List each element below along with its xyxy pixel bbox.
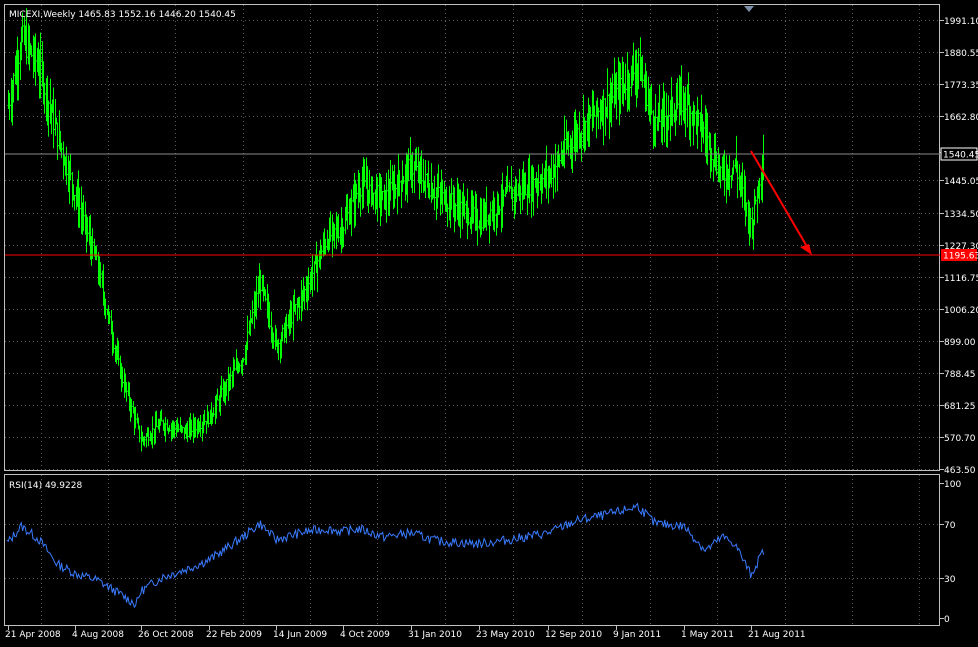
price-tick-label: 681.25: [944, 402, 976, 412]
time-tick-label: 4 Aug 2008: [72, 630, 124, 640]
price-tick-label: 1116.75: [944, 274, 978, 284]
current-price-label: 1540.45: [943, 151, 978, 161]
price-header: MICEXI,Weekly 1465.83 1552.16 1446.20 15…: [9, 10, 236, 20]
time-tick-label: 9 Jan 2011: [613, 630, 661, 640]
price-panel-frame: [4, 4, 940, 471]
level-badge: 1195.63: [941, 249, 978, 262]
time-tick-label: 21 Aug 2011: [748, 630, 806, 640]
grid: [5, 5, 940, 625]
rsi-tick-label: 30: [944, 575, 956, 585]
rsi-panel-frame: [4, 474, 940, 626]
price-tick-label: 463.50: [944, 466, 976, 476]
price-tick-label: 788.45: [944, 370, 976, 380]
price-bars: [7, 8, 765, 452]
time-tick-label: 31 Jan 2010: [408, 630, 462, 640]
price-tick-label: 899.00: [944, 338, 976, 348]
time-tick-label: 22 Feb 2009: [206, 630, 262, 640]
shift-marker-icon[interactable]: [744, 6, 754, 12]
price-tick-label: 1880.55: [944, 49, 978, 59]
rsi-tick-label: 0: [944, 615, 950, 625]
current-price-badge: 1540.45: [940, 147, 978, 161]
price-tick-label: 570.70: [944, 434, 976, 444]
time-axis: 21 Apr 2008 4 Aug 2008 26 Oct 2008 22 Feb 2…: [5, 626, 806, 640]
time-tick-label: 1 May 2011: [681, 630, 734, 640]
time-tick-label: 26 Oct 2008: [138, 630, 194, 640]
price-tick-label: 1991.10: [944, 17, 978, 27]
price-tick-label: 1006.20: [944, 306, 978, 316]
time-tick-label: 14 Jun 2009: [273, 630, 327, 640]
rsi-line: [6, 502, 765, 609]
price-tick-label: 1227.30: [944, 242, 978, 252]
level-price-label: 1195.63: [943, 252, 978, 262]
time-tick-label: 4 Oct 2009: [340, 630, 390, 640]
price-axis: 1991.10 1880.55 1773.35 1662.80 1445.05 1334.…: [940, 17, 978, 476]
downward-arrow[interactable]: [750, 150, 812, 255]
rsi-tick-label: 100: [944, 480, 961, 490]
rsi-line-group: [6, 502, 765, 609]
time-tick-label: 23 May 2010: [476, 630, 535, 640]
price-tick-label: 1773.35: [944, 81, 978, 91]
time-tick-label: 21 Apr 2008: [5, 630, 61, 640]
price-tick-label: 1445.05: [944, 177, 978, 187]
time-tick-label: 12 Sep 2010: [545, 630, 602, 640]
rsi-axis: 100 70 30 0: [940, 480, 961, 625]
price-tick-label: 1662.80: [944, 113, 978, 123]
rsi-tick-label: 70: [944, 521, 956, 531]
rsi-header: RSI(14) 49.9228: [9, 481, 82, 491]
price-tick-label: 1334.50: [944, 210, 978, 220]
